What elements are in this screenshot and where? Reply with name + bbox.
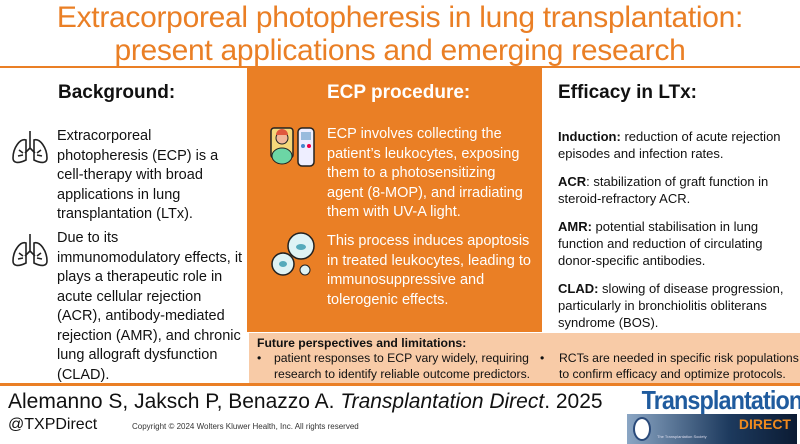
- journal: Transplantation Direct: [340, 390, 545, 413]
- page-title: Extracorporeal photopheresis in lung tra…: [0, 0, 800, 67]
- term: CLAD:: [558, 281, 599, 296]
- title-line-1: Extracorporeal photopheresis in lung tra…: [56, 1, 744, 34]
- procedure-section: ECP procedure: ECP involves collecting t…: [247, 68, 541, 332]
- description: reduction of acute rejection episodes an…: [558, 129, 781, 161]
- patient-apheresis-machine-icon: [270, 127, 315, 167]
- lungs-icon: [12, 234, 48, 267]
- citation: Alemanno S, Jaksch P, Benazzo A. Transpl…: [8, 390, 603, 414]
- description: : stabilization of graft function in ste…: [558, 174, 769, 206]
- twitter-handle[interactable]: @TXPDirect: [8, 416, 98, 433]
- logo-text: Transplantation: [641, 385, 800, 415]
- future-bullet-2: RCTs are needed in specific risk populat…: [559, 351, 799, 381]
- background-heading: Background:: [58, 82, 176, 103]
- title-line-2: present applications and emerging resear…: [114, 34, 686, 67]
- background-paragraph-2: Due to its immunomodulatory effects, it …: [57, 230, 243, 383]
- journal-logo: Transplantation DIRECT The Transplantatio…: [624, 386, 800, 444]
- bullet-marker: •: [540, 351, 545, 365]
- future-perspectives-box: Future perspectives and limitations: • p…: [249, 333, 800, 383]
- cells-icon: [271, 232, 315, 276]
- authors: Alemanno S, Jaksch P, Benazzo A.: [8, 390, 341, 413]
- logo-society: The Transplantation Society: [657, 434, 707, 439]
- bullet-marker: •: [257, 351, 262, 365]
- efficacy-item-acr: ACR: stabilization of graft function in …: [558, 173, 798, 207]
- future-heading: Future perspectives and limitations:: [257, 336, 467, 350]
- background-section: Background: Extracorporeal photopheresis…: [0, 68, 247, 384]
- divider: [0, 66, 800, 68]
- description: slowing of disease progression, particul…: [558, 281, 784, 330]
- term: ACR: [558, 174, 587, 189]
- lungs-icon: [12, 131, 48, 164]
- procedure-paragraph-2: This process induces apoptosis in treate…: [327, 233, 531, 308]
- term: AMR:: [558, 219, 592, 234]
- procedure-paragraph-1: ECP involves collecting the patient’s le…: [327, 126, 523, 220]
- term: Induction:: [558, 129, 621, 144]
- background-paragraph-1: Extracorporeal photopheresis (ECP) is a …: [57, 128, 219, 222]
- description: potential stabilisation in lung function…: [558, 219, 763, 268]
- future-bullet-1: patient responses to ECP vary widely, re…: [274, 351, 531, 381]
- efficacy-section: Efficacy in LTx: Induction: reduction of…: [541, 68, 800, 332]
- efficacy-item-induction: Induction: reduction of acute rejection …: [558, 128, 798, 162]
- copyright: Copyright © 2024 Wolters Kluwer Health, …: [132, 422, 359, 431]
- efficacy-item-amr: AMR: potential stabilisation in lung fun…: [558, 218, 798, 269]
- logo-direct: DIRECT: [738, 416, 791, 432]
- society-seal-icon: [633, 417, 651, 441]
- efficacy-heading: Efficacy in LTx:: [558, 82, 698, 103]
- divider: [0, 383, 800, 386]
- year: . 2025: [544, 390, 603, 413]
- procedure-heading: ECP procedure:: [327, 82, 471, 103]
- efficacy-item-clad: CLAD: slowing of disease progression, pa…: [558, 280, 798, 331]
